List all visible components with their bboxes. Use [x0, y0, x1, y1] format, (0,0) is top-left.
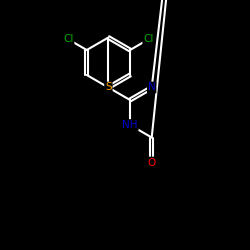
Text: Cl: Cl	[143, 34, 154, 44]
Text: O: O	[148, 158, 156, 168]
Text: S: S	[105, 82, 112, 92]
Text: N: N	[148, 82, 156, 92]
Text: NH: NH	[122, 120, 138, 130]
Text: Cl: Cl	[63, 34, 74, 44]
